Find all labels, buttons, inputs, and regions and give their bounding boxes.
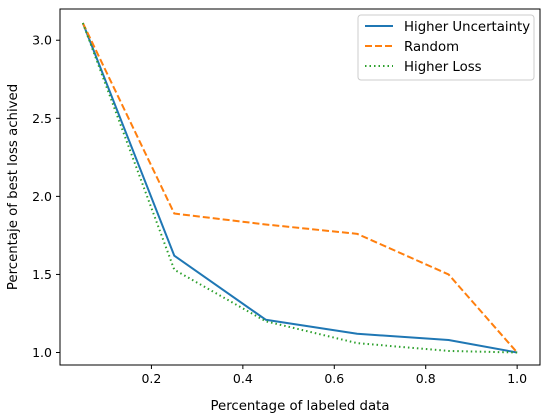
x-tick-label: 0.2 bbox=[141, 371, 161, 386]
y-tick-label: 2.0 bbox=[32, 189, 52, 204]
legend-label-random: Random bbox=[404, 40, 459, 55]
series-layer bbox=[81, 22, 518, 354]
x-axis-label: Percentage of labeled data bbox=[210, 399, 389, 414]
y-tick-label: 3.0 bbox=[32, 33, 52, 48]
x-tick-label: 1.0 bbox=[507, 371, 527, 386]
legend-box bbox=[357, 14, 535, 81]
x-tick-label: 0.4 bbox=[233, 371, 253, 386]
y-tick-label: 1.5 bbox=[32, 267, 52, 282]
x-axis-ticks: 0.2 0.4 0.6 0.8 1.0 bbox=[141, 365, 527, 386]
legend-label-higher-uncertainty: Higher Uncertainty bbox=[404, 20, 530, 35]
series-line-higher-uncertainty bbox=[81, 22, 518, 354]
y-axis-ticks: 1.0 1.5 2.0 2.5 3.0 bbox=[32, 33, 60, 360]
x-tick-label: 0.8 bbox=[416, 371, 436, 386]
plot-frame bbox=[59, 8, 541, 366]
legend-label-higher-loss: Higher Loss bbox=[404, 60, 482, 75]
series-line-random bbox=[81, 22, 518, 354]
legend: Higher Uncertainty Random Higher Loss bbox=[357, 14, 535, 81]
x-tick-label: 0.6 bbox=[324, 371, 344, 386]
series-line-higher-loss bbox=[81, 22, 518, 354]
y-axis-label: Percentaje of best loss achived bbox=[6, 84, 21, 290]
y-tick-label: 1.0 bbox=[32, 345, 52, 360]
y-tick-label: 2.5 bbox=[32, 111, 52, 126]
